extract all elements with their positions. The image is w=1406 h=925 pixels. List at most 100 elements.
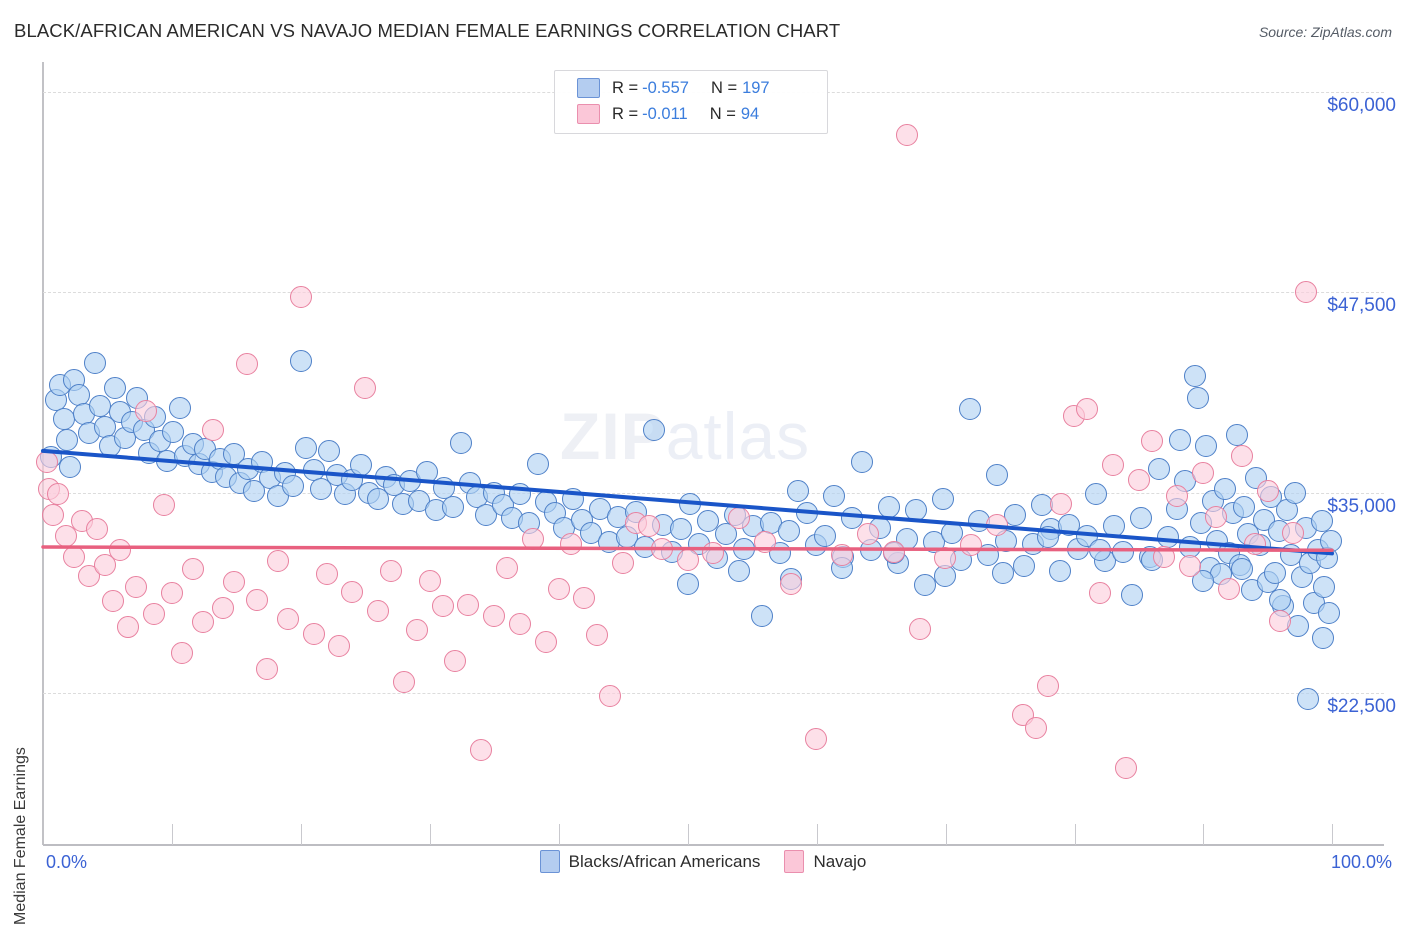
- scatter-point: [1112, 540, 1135, 563]
- watermark-part2: atlas: [665, 399, 811, 473]
- scatter-point: [1184, 364, 1207, 387]
- scatter-point: [1157, 526, 1180, 549]
- scatter-point: [877, 495, 900, 518]
- scatter-point: [245, 588, 268, 611]
- stats-n-value-pink: 94: [740, 104, 760, 123]
- scatter-point: [1037, 526, 1060, 549]
- scatter-point: [1264, 561, 1287, 584]
- scatter-point: [470, 739, 493, 762]
- scatter-point: [109, 539, 132, 562]
- scatter-point: [191, 611, 214, 634]
- scatter-point: [823, 484, 846, 507]
- scatter-point: [496, 556, 519, 579]
- scatter-point: [637, 515, 660, 538]
- scatter-point: [302, 622, 325, 645]
- x-axis-tick: [559, 824, 560, 845]
- scatter-point: [171, 641, 194, 664]
- scatter-point: [679, 492, 702, 515]
- scatter-point: [256, 657, 279, 680]
- legend-item-blacks-african-americans[interactable]: Blacks/African Americans: [539, 850, 760, 873]
- stats-swatch-blue-icon: [577, 78, 600, 98]
- scatter-point: [289, 350, 312, 373]
- scatter-point: [35, 451, 58, 474]
- scatter-point: [728, 560, 751, 583]
- scatter-point: [751, 604, 774, 627]
- scatter-point: [1225, 423, 1248, 446]
- scatter-point: [985, 513, 1008, 536]
- x-axis-label-min: 0.0%: [46, 852, 88, 872]
- scatter-point: [276, 608, 299, 631]
- stats-r-value-pink: -0.011: [642, 104, 688, 123]
- scatter-point: [168, 396, 191, 419]
- scatter-point: [101, 590, 124, 613]
- scatter-point: [1287, 614, 1310, 637]
- scatter-point: [1230, 558, 1253, 581]
- scatter-point: [142, 603, 165, 626]
- scatter-point: [289, 286, 312, 309]
- scatter-point: [1217, 577, 1240, 600]
- stats-r-label-blue: R =: [612, 78, 639, 97]
- scatter-point: [62, 545, 85, 568]
- scatter-point: [796, 502, 819, 525]
- scatter-point: [856, 523, 879, 546]
- scatter-point: [441, 495, 464, 518]
- scatter-point: [561, 487, 584, 510]
- x-axis-tick: [172, 824, 173, 845]
- scatter-point: [1148, 457, 1171, 480]
- scatter-point: [814, 524, 837, 547]
- scatter-point: [212, 596, 235, 619]
- scatter-point: [160, 582, 183, 605]
- x-axis-tick: [1203, 824, 1204, 845]
- stats-r-value-blue: -0.557: [642, 78, 689, 97]
- scatter-point: [778, 520, 801, 542]
- scatter-point: [153, 494, 176, 517]
- scatter-point: [1088, 582, 1111, 605]
- scatter-point: [1204, 505, 1227, 528]
- scatter-point: [315, 563, 338, 586]
- legend-swatch-pink-icon: [784, 850, 805, 873]
- scatter-point: [418, 569, 441, 592]
- x-axis-label-max: 100.0%: [1330, 852, 1392, 872]
- scatter-point: [444, 649, 467, 672]
- scatter-point: [805, 728, 828, 751]
- stats-row-blacks-african-americans: R = -0.557 N = 197: [555, 75, 827, 101]
- scatter-point: [1311, 627, 1334, 650]
- scatter-point: [1049, 560, 1072, 583]
- scatter-point: [1012, 555, 1035, 578]
- source-attribution: Source: ZipAtlas.com: [1258, 24, 1392, 40]
- scatter-point: [1037, 675, 1060, 698]
- scatter-point: [779, 572, 802, 595]
- scatter-point: [521, 528, 544, 550]
- scatter-point: [1313, 576, 1336, 599]
- scatter-point: [1114, 757, 1137, 780]
- stats-r-label-pink: R =: [612, 104, 639, 123]
- scatter-point: [612, 552, 635, 575]
- scatter-point: [1283, 481, 1306, 504]
- scatter-point: [508, 612, 531, 635]
- legend-item-navajo[interactable]: Navajo: [784, 850, 866, 873]
- scatter-point: [318, 439, 341, 462]
- scatter-point: [1230, 444, 1253, 467]
- stats-n-label-blue: N =: [710, 78, 738, 97]
- scatter-point: [1168, 428, 1191, 451]
- gridline: [43, 692, 1384, 694]
- scatter-point: [1121, 584, 1144, 607]
- scatter-point: [1153, 545, 1176, 568]
- scatter-point: [931, 487, 954, 510]
- scatter-point: [88, 395, 111, 418]
- scatter-point: [235, 353, 258, 376]
- scatter-point: [573, 587, 596, 610]
- scatter-point: [904, 499, 927, 522]
- scatter-point: [328, 635, 351, 658]
- x-axis-line: [43, 844, 1384, 846]
- scatter-point: [850, 451, 873, 474]
- scatter-point: [586, 624, 609, 647]
- scatter-point: [913, 574, 936, 597]
- page-title: BLACK/AFRICAN AMERICAN VS NAVAJO MEDIAN …: [14, 20, 841, 41]
- y-axis-label: $60,000: [1327, 95, 1396, 117]
- scatter-point: [1256, 479, 1279, 502]
- x-axis-tick: [1332, 824, 1333, 845]
- scatter-point: [1192, 569, 1215, 592]
- correlation-stats-box: R = -0.557 N = 197 R = -0.011 N = 94: [554, 70, 828, 134]
- scatter-point: [1319, 529, 1342, 552]
